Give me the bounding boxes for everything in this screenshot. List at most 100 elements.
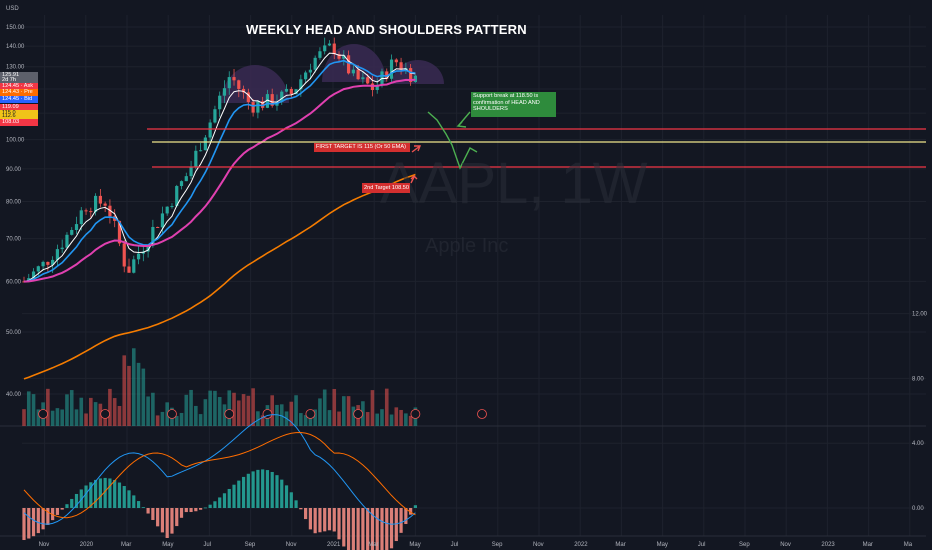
volume-bar (122, 355, 127, 426)
volume-bar (260, 415, 265, 426)
candle-body (385, 71, 389, 79)
candle-body (51, 259, 55, 265)
time-tick-label: Nov (39, 542, 50, 548)
macd-histogram-bar (227, 488, 231, 508)
macd-histogram-bar (117, 482, 122, 508)
volume-bar (337, 411, 341, 426)
macd-histogram-bar (351, 508, 355, 550)
candle-body (413, 75, 417, 82)
macd-histogram-bar (84, 485, 88, 508)
volume-bar (332, 388, 337, 426)
candle-body (208, 122, 212, 138)
volume-bar (93, 402, 98, 426)
volume-bar (103, 412, 107, 426)
volume-bar (131, 348, 136, 426)
candle-body (31, 271, 36, 279)
volume-bar (60, 409, 64, 426)
macd-histogram-bar (136, 501, 141, 508)
candle-body (327, 43, 332, 46)
macd-histogram-bar (194, 508, 198, 512)
candle-body (356, 69, 360, 80)
support-break-note[interactable]: Support break at 118.50 is confirmation … (471, 92, 556, 117)
volume-bar (108, 388, 112, 426)
time-tick-label: Nov (780, 542, 791, 548)
macd-histogram-bar (170, 508, 174, 534)
price-pill: 2d 7h (0, 76, 38, 84)
volume-bar (217, 397, 222, 426)
volume-bar (399, 409, 403, 426)
macd-histogram-bar (380, 508, 384, 550)
volume-bar (222, 404, 227, 426)
price-tick-label: 60.00 (6, 279, 22, 285)
volume-bar (160, 411, 165, 426)
volume-bar (327, 410, 332, 426)
shoulder-shape (221, 65, 289, 103)
volume-bar (55, 408, 60, 426)
macd-histogram-bar (46, 508, 50, 525)
macd-histogram-bar (70, 498, 74, 508)
earnings-icon (305, 409, 316, 419)
volume-bar (151, 392, 155, 426)
macd-histogram-bar (366, 508, 370, 550)
macd-histogram-bar (218, 497, 222, 508)
volume-bar (351, 406, 356, 426)
macd-histogram-bar (160, 508, 165, 533)
candle-body (55, 249, 60, 260)
volume-bar (370, 390, 375, 426)
volume-bar (65, 394, 69, 426)
arrow-line (410, 176, 415, 184)
time-tick-label: Ma (904, 542, 913, 548)
volume-bar (84, 413, 88, 426)
candle-body (409, 68, 413, 82)
volume-bar (346, 396, 351, 426)
candle-body (194, 150, 198, 167)
second-target-note[interactable]: 2nd Target 108.50 (362, 183, 410, 193)
candle-body (60, 247, 64, 250)
macd-histogram-bar (208, 504, 212, 508)
macd-histogram-bar (399, 508, 403, 533)
volume-bar (394, 407, 399, 426)
volume-bar (146, 396, 150, 426)
macd-histogram-bar (122, 486, 126, 508)
candle-body (146, 245, 150, 252)
macd-histogram-bar (385, 508, 389, 550)
candle-body (65, 234, 69, 248)
macd-histogram-bar (308, 508, 312, 530)
candle-body (256, 101, 260, 113)
candle-body (103, 203, 107, 206)
time-tick-label: Jul (451, 542, 459, 548)
volume-bar (289, 401, 294, 426)
macd-histogram-bar (246, 473, 250, 508)
candle-body (160, 213, 165, 228)
time-tick-label: May (162, 542, 173, 548)
macd-histogram-bar (189, 508, 193, 513)
shoulder-shape (392, 60, 444, 84)
macd-histogram-bar (394, 508, 398, 542)
candle-body (366, 77, 370, 84)
candle-body (265, 94, 270, 108)
candle-body (337, 54, 341, 59)
candle-body (70, 230, 74, 235)
chart-grid (0, 15, 926, 537)
currency-label: USD (6, 6, 19, 12)
macd-histogram-bar (332, 508, 336, 532)
ema-line (23, 59, 416, 283)
macd-histogram-bar (251, 471, 255, 508)
macd-histogram-bar (74, 493, 79, 508)
candle-body (246, 92, 250, 103)
macd-histogram-bar (103, 477, 107, 508)
price-pill: 119.09 (0, 104, 38, 112)
candle-body (93, 195, 98, 212)
macd-histogram-bar (361, 508, 365, 550)
macd-histogram-bar (404, 508, 408, 524)
macd-histogram-bar (337, 508, 341, 540)
volume-bar (155, 415, 160, 426)
macd-histogram-bar (213, 501, 217, 508)
candle-body (313, 57, 317, 70)
macd-histogram-bar (98, 478, 102, 508)
first-target-note[interactable]: FIRST TARGET IS 115 (Or 50 EMA) (314, 143, 410, 152)
volume-bar (127, 365, 131, 426)
volume-bar (308, 415, 313, 426)
volume-bar (203, 399, 208, 426)
volume-bar (299, 413, 303, 426)
